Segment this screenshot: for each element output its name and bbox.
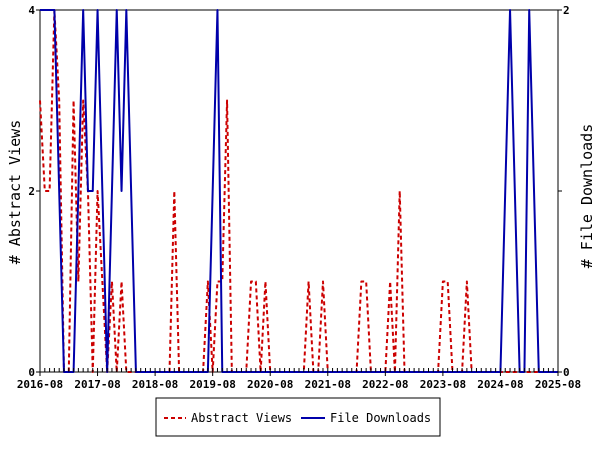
x-tick-label: 2021-08 [305, 378, 351, 391]
x-tick-label: 2025-08 [535, 378, 581, 391]
y-left-tick-label: 0 [28, 366, 35, 379]
x-tick-label: 2019-08 [189, 378, 235, 391]
y-left-tick-label: 2 [28, 185, 35, 198]
x-tick-label: 2022-08 [362, 378, 408, 391]
y-axis-right-title: # File Downloads [578, 124, 596, 269]
legend-label-file-downloads: File Downloads [330, 411, 431, 425]
x-tick-label: 2024-08 [477, 378, 523, 391]
y-left-tick-label: 4 [28, 4, 35, 17]
legend: Abstract Views File Downloads [155, 397, 441, 437]
x-tick-label: 2018-08 [132, 378, 178, 391]
legend-label-abstract-views: Abstract Views [191, 411, 292, 425]
x-tick-label: 2023-08 [420, 378, 466, 391]
x-tick-label: 2020-08 [247, 378, 293, 391]
axes: 2016-08 2017-08 2018-08 2019-08 2020-08 2021-… [17, 4, 581, 391]
x-tick-label: 2016-08 [17, 378, 63, 391]
x-tick-label: 2017-08 [74, 378, 120, 391]
plot-area [39, 9, 559, 373]
legend-box [155, 397, 441, 437]
y-right-tick-label: 2 [563, 4, 570, 17]
y-axis-left-title: # Abstract Views [6, 120, 24, 265]
y-right-tick-label: 0 [563, 366, 570, 379]
plot-frame [39, 9, 559, 373]
